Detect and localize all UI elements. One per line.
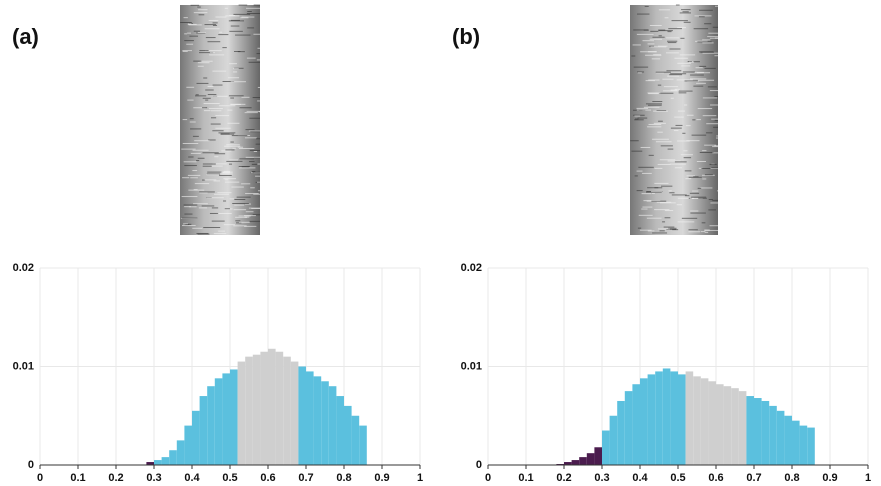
- y-tick-label: 0.01: [461, 360, 482, 372]
- histogram-bar: [723, 386, 732, 465]
- texture-stripes: [180, 4, 718, 235]
- histogram-bar: [799, 425, 808, 465]
- x-tick-label: 0.8: [336, 472, 351, 484]
- histogram-bar: [260, 351, 268, 465]
- histogram-bar: [792, 420, 800, 465]
- histogram-bar: [647, 374, 656, 465]
- histogram-bar: [617, 400, 625, 465]
- histogram-bar: [693, 376, 701, 465]
- histogram-bar: [328, 386, 337, 465]
- histogram-bar: [594, 447, 602, 465]
- x-tick-label: 0: [37, 472, 43, 484]
- y-tick-label: 0.02: [461, 262, 482, 274]
- histogram-bar: [298, 366, 306, 465]
- texture-image-a: [180, 5, 260, 235]
- histogram-bar: [199, 396, 208, 465]
- x-tick-label: 0.3: [146, 472, 161, 484]
- histogram-bar: [571, 460, 580, 465]
- histogram-bar: [662, 368, 671, 465]
- panel-label: (b): [452, 24, 480, 49]
- histogram-bar: [624, 391, 633, 465]
- histogram-bar: [579, 457, 587, 465]
- x-tick-label: 0: [485, 472, 491, 484]
- x-tick-label: 0.9: [374, 472, 389, 484]
- x-tick-label: 0.5: [670, 472, 685, 484]
- histogram-bar: [184, 425, 192, 465]
- histogram-bar: [313, 376, 322, 465]
- histogram-bar: [586, 453, 595, 465]
- x-tick-label: 0.6: [708, 472, 723, 484]
- histogram-bar: [564, 462, 572, 465]
- x-tick-label: 1: [865, 472, 871, 484]
- histogram-bar: [716, 384, 724, 465]
- histogram-bar: [632, 384, 640, 465]
- histogram-bar: [230, 369, 238, 465]
- x-tick-label: 0.2: [108, 472, 123, 484]
- x-tick-label: 0.3: [594, 472, 609, 484]
- histogram-bar: [685, 371, 694, 465]
- x-tick-label: 0.2: [556, 472, 571, 484]
- histogram-bar: [700, 378, 709, 465]
- x-tick-label: 0.1: [518, 472, 533, 484]
- x-tick-label: 0.9: [822, 472, 837, 484]
- x-tick-label: 0.1: [70, 472, 85, 484]
- histogram-bar: [708, 381, 716, 465]
- histogram-bar: [609, 415, 618, 465]
- histogram-bar: [351, 415, 360, 465]
- histogram-bar: [275, 351, 284, 465]
- histogram-bar: [237, 361, 246, 465]
- y-tick-label: 0.01: [13, 360, 34, 372]
- histogram-bar: [807, 427, 815, 465]
- histogram-bar: [731, 388, 739, 465]
- histogram-bar: [161, 457, 170, 465]
- x-tick-label: 0.5: [222, 472, 237, 484]
- histogram-bar: [359, 425, 367, 465]
- histogram-bar: [640, 378, 648, 465]
- histogram-bar: [776, 410, 785, 465]
- x-tick-label: 1: [417, 472, 423, 484]
- x-tick-label: 0.7: [746, 472, 761, 484]
- histogram-bar: [146, 462, 154, 465]
- x-tick-label: 0.6: [260, 472, 275, 484]
- histogram-bar: [670, 371, 678, 465]
- histogram-bar: [154, 460, 162, 465]
- x-tick-label: 0.4: [184, 472, 200, 484]
- histogram-bar: [176, 440, 185, 465]
- histogram-bar: [169, 450, 177, 465]
- x-tick-label: 0.4: [632, 472, 648, 484]
- histogram-bar: [214, 378, 223, 465]
- histogram-bar: [678, 374, 686, 465]
- histogram-bar: [252, 354, 261, 465]
- histogram-bar: [290, 361, 299, 465]
- histogram-bar: [602, 430, 610, 465]
- histogram-bar: [784, 415, 792, 465]
- histogram-bar: [306, 371, 314, 465]
- histogram-bar: [192, 410, 200, 465]
- histogram-bar: [746, 396, 754, 465]
- histogram-bar: [283, 356, 291, 465]
- x-tick-label: 0.7: [298, 472, 313, 484]
- y-tick-label: 0: [28, 459, 34, 471]
- histogram-bar: [769, 405, 777, 465]
- histogram-bar: [207, 386, 215, 465]
- histogram-bar: [754, 398, 762, 465]
- histogram-bar: [336, 396, 344, 465]
- histogram-bar: [222, 373, 230, 465]
- y-tick-label: 0: [476, 459, 482, 471]
- histogram-bar: [344, 405, 352, 465]
- x-tick-label: 0.8: [784, 472, 799, 484]
- histogram-bar: [321, 381, 329, 465]
- histogram-bar: [268, 348, 276, 465]
- histogram-bar: [738, 391, 747, 465]
- histogram-bar: [655, 371, 663, 465]
- histogram-bar: [761, 400, 770, 465]
- panel-label: (a): [12, 24, 39, 49]
- y-tick-label: 0.02: [13, 262, 34, 274]
- histogram-bar: [245, 356, 253, 465]
